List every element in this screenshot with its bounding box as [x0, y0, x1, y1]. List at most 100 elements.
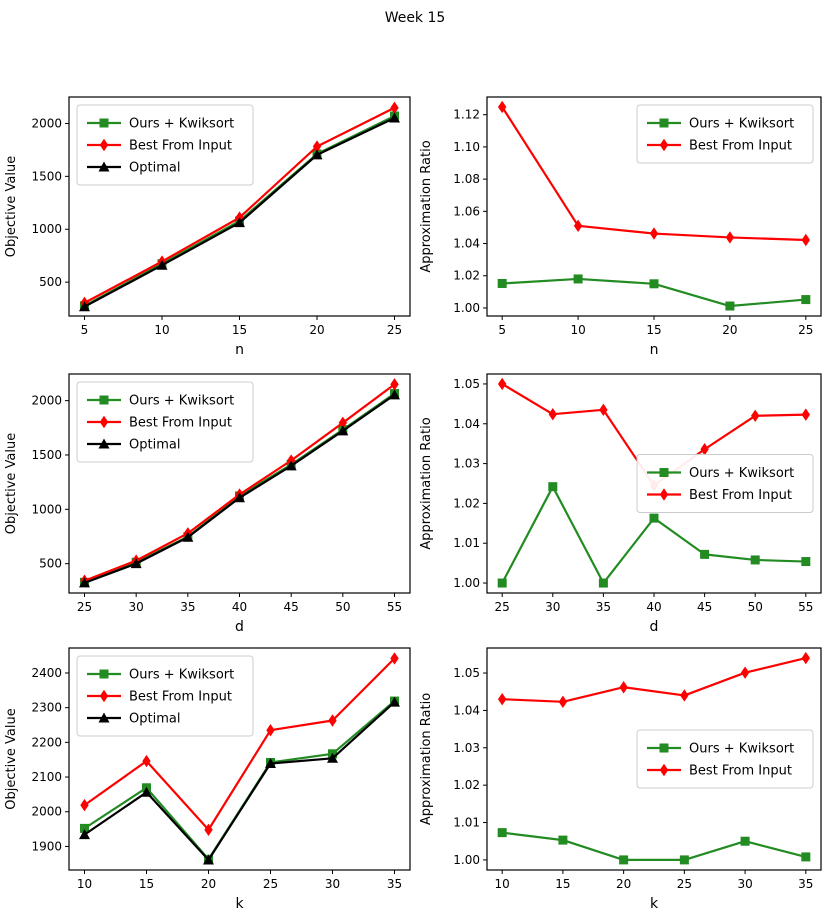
svg-text:d: d — [650, 619, 659, 635]
svg-text:1.02: 1.02 — [453, 778, 480, 792]
svg-text:k: k — [235, 896, 244, 912]
svg-text:50: 50 — [335, 600, 350, 614]
svg-text:Ours + Kwiksort: Ours + Kwiksort — [129, 394, 234, 409]
chart-approximation-ratio-vs-d: 25 30 35 40 45 50 55 1.00 1.01 1.02 1.03 1.04 1.05 d A… — [419, 373, 822, 635]
svg-text:Best From Input: Best From Input — [689, 488, 792, 503]
svg-text:2200: 2200 — [31, 735, 62, 749]
svg-text:1900: 1900 — [31, 839, 62, 853]
svg-text:Approximation Ratio: Approximation Ratio — [419, 140, 434, 272]
svg-text:Approximation Ratio: Approximation Ratio — [419, 693, 434, 825]
svg-text:1.01: 1.01 — [453, 816, 480, 830]
svg-text:30: 30 — [737, 877, 752, 891]
chart-objective-value-vs-d: 25 30 35 40 45 50 55 500 1000 1500 2000 d Objective … — [4, 373, 411, 635]
svg-text:500: 500 — [39, 557, 62, 571]
svg-text:1.02: 1.02 — [453, 269, 480, 283]
svg-text:1.08: 1.08 — [453, 172, 480, 186]
svg-text:Optimal: Optimal — [129, 712, 180, 727]
svg-text:35: 35 — [387, 877, 402, 891]
svg-text:30: 30 — [129, 600, 144, 614]
svg-text:20: 20 — [201, 877, 216, 891]
svg-text:Ours + Kwiksort: Ours + Kwiksort — [689, 466, 794, 481]
svg-text:5: 5 — [81, 323, 89, 337]
svg-text:30: 30 — [545, 600, 560, 614]
svg-text:25: 25 — [77, 600, 92, 614]
svg-text:25: 25 — [387, 323, 402, 337]
svg-text:30: 30 — [325, 877, 340, 891]
svg-text:35: 35 — [798, 877, 813, 891]
svg-text:1.04: 1.04 — [453, 703, 480, 717]
svg-text:10: 10 — [495, 877, 510, 891]
svg-text:40: 40 — [232, 600, 247, 614]
svg-text:1.06: 1.06 — [453, 204, 480, 218]
svg-text:1.00: 1.00 — [453, 576, 480, 590]
svg-text:1.04: 1.04 — [453, 417, 480, 431]
svg-text:10: 10 — [154, 323, 169, 337]
svg-text:10: 10 — [77, 877, 92, 891]
svg-text:Objective Value: Objective Value — [4, 708, 19, 809]
svg-text:15: 15 — [555, 877, 570, 891]
svg-text:1500: 1500 — [31, 169, 62, 183]
svg-text:Best From Input: Best From Input — [689, 139, 792, 154]
svg-text:25: 25 — [677, 877, 692, 891]
svg-text:2300: 2300 — [31, 701, 62, 715]
svg-text:n: n — [650, 342, 659, 358]
svg-text:40: 40 — [646, 600, 661, 614]
svg-text:45: 45 — [284, 600, 299, 614]
svg-text:25: 25 — [263, 877, 278, 891]
svg-text:500: 500 — [39, 275, 62, 289]
svg-text:Best From Input: Best From Input — [129, 416, 232, 431]
svg-text:2400: 2400 — [31, 666, 62, 680]
svg-text:35: 35 — [180, 600, 195, 614]
svg-text:55: 55 — [387, 600, 402, 614]
svg-text:d: d — [235, 619, 244, 635]
svg-text:20: 20 — [616, 877, 631, 891]
svg-text:1000: 1000 — [31, 222, 62, 236]
chart-approximation-ratio-vs-n: 5 10 15 20 25 1.00 1.02 1.04 1.06 1.08 1.10 1.12 n Ap… — [419, 96, 822, 358]
svg-text:15: 15 — [232, 323, 247, 337]
svg-text:50: 50 — [748, 600, 763, 614]
svg-text:45: 45 — [697, 600, 712, 614]
svg-text:2000: 2000 — [31, 394, 62, 408]
figure-title: Week 15 — [384, 10, 446, 26]
svg-text:Ours + Kwiksort: Ours + Kwiksort — [129, 668, 234, 683]
svg-text:1.00: 1.00 — [453, 301, 480, 315]
svg-text:1.05: 1.05 — [453, 377, 480, 391]
svg-text:1.01: 1.01 — [453, 536, 480, 550]
svg-text:Ours + Kwiksort: Ours + Kwiksort — [689, 742, 794, 757]
svg-text:2000: 2000 — [31, 805, 62, 819]
subplot-grid: 5 10 15 20 25 500 1000 1500 2000 n Objective Value… — [0, 84, 830, 920]
svg-text:Best From Input: Best From Input — [129, 690, 232, 705]
svg-text:Optimal: Optimal — [129, 438, 180, 453]
svg-text:20: 20 — [309, 323, 324, 337]
svg-text:Ours + Kwiksort: Ours + Kwiksort — [129, 117, 234, 132]
svg-text:1.04: 1.04 — [453, 237, 480, 251]
svg-text:20: 20 — [722, 323, 737, 337]
svg-text:Objective Value: Objective Value — [4, 433, 19, 534]
svg-text:35: 35 — [596, 600, 611, 614]
svg-text:1.12: 1.12 — [453, 108, 480, 122]
svg-text:1500: 1500 — [31, 448, 62, 462]
svg-text:Approximation Ratio: Approximation Ratio — [419, 417, 434, 549]
svg-text:Best From Input: Best From Input — [129, 139, 232, 154]
svg-text:n: n — [235, 342, 244, 358]
chart-objective-value-vs-n: 5 10 15 20 25 500 1000 1500 2000 n Objective Value… — [4, 96, 411, 358]
svg-text:Best From Input: Best From Input — [689, 764, 792, 779]
svg-text:2100: 2100 — [31, 770, 62, 784]
svg-text:Optimal: Optimal — [129, 161, 180, 176]
svg-text:15: 15 — [646, 323, 661, 337]
svg-text:2000: 2000 — [31, 116, 62, 130]
svg-text:10: 10 — [570, 323, 585, 337]
svg-text:5: 5 — [498, 323, 506, 337]
svg-text:Objective Value: Objective Value — [4, 156, 19, 257]
svg-text:1000: 1000 — [31, 502, 62, 516]
svg-text:15: 15 — [139, 877, 154, 891]
svg-text:1.10: 1.10 — [453, 140, 480, 154]
svg-text:25: 25 — [495, 600, 510, 614]
chart-approximation-ratio-vs-k: 10 15 20 25 30 35 1.00 1.01 1.02 1.03 1.04 1.05 k App… — [419, 647, 822, 912]
svg-text:1.03: 1.03 — [453, 741, 480, 755]
svg-text:1.00: 1.00 — [453, 853, 480, 867]
svg-text:k: k — [650, 896, 659, 912]
chart-objective-value-vs-k: 10 15 20 25 30 35 1900 2000 2100 2200 2300 2400 k Obj… — [4, 647, 411, 912]
svg-text:1.03: 1.03 — [453, 457, 480, 471]
